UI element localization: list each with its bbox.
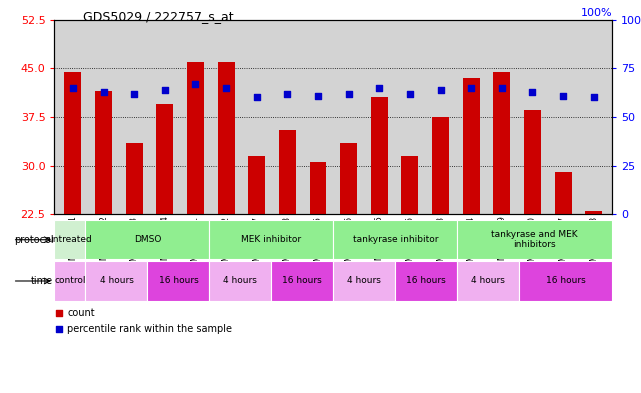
Bar: [395, 261, 457, 301]
Point: [190, 81, 201, 87]
Bar: [463, 78, 479, 214]
Bar: [554, 172, 572, 214]
Text: percentile rank within the sample: percentile rank within the sample: [67, 324, 232, 334]
Point: [54, 310, 64, 316]
Text: DMSO: DMSO: [134, 235, 161, 244]
Text: 16 hours: 16 hours: [406, 277, 446, 285]
Point: [344, 90, 354, 97]
Point: [466, 84, 476, 91]
Bar: [371, 97, 388, 214]
Text: tankyrase inhibitor: tankyrase inhibitor: [353, 235, 438, 244]
Text: count: count: [67, 309, 95, 318]
Point: [313, 92, 323, 99]
Bar: [401, 156, 419, 214]
Text: 16 hours: 16 hours: [158, 277, 198, 285]
Point: [435, 86, 445, 93]
Bar: [248, 156, 265, 214]
Point: [160, 86, 170, 93]
Text: 16 hours: 16 hours: [283, 277, 322, 285]
Bar: [54, 220, 85, 259]
Bar: [95, 91, 112, 214]
Text: MEK inhibitor: MEK inhibitor: [241, 235, 301, 244]
Text: 100%: 100%: [581, 8, 612, 18]
Bar: [187, 62, 204, 214]
Bar: [524, 110, 541, 214]
Text: protocol: protocol: [13, 235, 53, 245]
Text: 4 hours: 4 hours: [99, 277, 133, 285]
Bar: [210, 220, 333, 259]
Bar: [340, 143, 357, 214]
Bar: [494, 72, 510, 214]
Bar: [432, 117, 449, 214]
Bar: [156, 104, 173, 214]
Bar: [65, 72, 81, 214]
Point: [374, 84, 385, 91]
Bar: [210, 261, 271, 301]
Bar: [279, 130, 296, 214]
Text: 4 hours: 4 hours: [471, 277, 505, 285]
Text: 4 hours: 4 hours: [224, 277, 257, 285]
Bar: [333, 220, 457, 259]
Point: [221, 84, 231, 91]
Point: [405, 90, 415, 97]
Bar: [271, 261, 333, 301]
Bar: [85, 261, 147, 301]
Point: [282, 90, 292, 97]
Bar: [457, 220, 612, 259]
Bar: [333, 261, 395, 301]
Point: [129, 90, 139, 97]
Text: time: time: [31, 276, 53, 286]
Point: [558, 92, 569, 99]
Bar: [457, 261, 519, 301]
Text: untreated: untreated: [47, 235, 92, 244]
Point: [251, 94, 262, 101]
Text: control: control: [54, 277, 86, 285]
Bar: [585, 211, 602, 214]
Bar: [126, 143, 142, 214]
Text: GDS5029 / 222757_s_at: GDS5029 / 222757_s_at: [83, 10, 234, 23]
Bar: [218, 62, 235, 214]
Text: tankyrase and MEK
inhibitors: tankyrase and MEK inhibitors: [492, 230, 578, 250]
Point: [68, 84, 78, 91]
Point: [497, 84, 507, 91]
Bar: [147, 261, 210, 301]
Bar: [54, 261, 85, 301]
Text: 4 hours: 4 hours: [347, 277, 381, 285]
Point: [98, 88, 108, 95]
Point: [54, 326, 64, 332]
Bar: [310, 162, 326, 214]
Text: 16 hours: 16 hours: [545, 277, 586, 285]
Point: [588, 94, 599, 101]
Bar: [85, 220, 210, 259]
Point: [528, 88, 538, 95]
Bar: [519, 261, 612, 301]
